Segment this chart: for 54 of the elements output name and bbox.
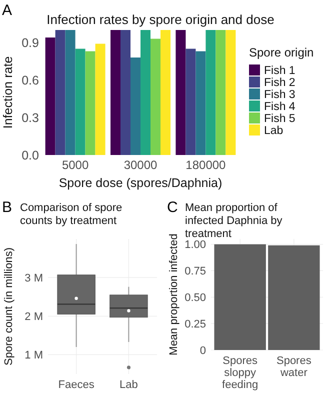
bar bbox=[120, 30, 130, 155]
x-tick-label: Spores sloppy feeding bbox=[222, 355, 258, 391]
bar bbox=[196, 51, 206, 155]
x-tick-label: 30000 bbox=[124, 158, 158, 172]
bar bbox=[226, 30, 236, 155]
legend-label: Fish 5 bbox=[264, 113, 296, 125]
y-tick-label: 0.9 bbox=[22, 36, 40, 50]
bar bbox=[95, 44, 106, 155]
y-tick-label: 0.3 bbox=[22, 110, 40, 125]
y-axis-title: Mean proportion infected bbox=[168, 234, 180, 356]
chart-title: Infection rates by spore origin and dose bbox=[46, 12, 274, 27]
y-tick-label: 0.0 bbox=[22, 148, 40, 162]
bar bbox=[85, 51, 96, 155]
x-tick-label: Spores water bbox=[276, 355, 312, 379]
y-tick-label: 1.00 bbox=[184, 239, 206, 252]
bar bbox=[176, 30, 186, 155]
text: B bbox=[2, 199, 12, 216]
y-tick-label: 1 M bbox=[24, 350, 43, 362]
chart-title: Mean proportion of infected Daphnia by treatment bbox=[185, 202, 283, 240]
legend-label: Lab bbox=[264, 125, 284, 137]
y-tick-label: 2 M bbox=[24, 310, 43, 323]
y-axis-title: Infection rate bbox=[1, 56, 15, 129]
y-axis-title: Spore count (in millions) bbox=[3, 248, 15, 366]
bar bbox=[45, 38, 56, 155]
bar bbox=[75, 48, 86, 155]
legend-label: Fish 3 bbox=[264, 89, 296, 101]
y-tick-label: 0 bbox=[200, 344, 206, 357]
bar bbox=[130, 58, 140, 155]
bar bbox=[160, 30, 170, 155]
y-tick-label: 0.75 bbox=[184, 266, 206, 278]
bar bbox=[140, 30, 150, 155]
chart-title: Comparison of spore counts by treatment bbox=[20, 202, 122, 227]
bar bbox=[150, 38, 160, 155]
bar bbox=[206, 30, 216, 155]
text: C bbox=[167, 199, 178, 216]
x-tick-label: 180000 bbox=[186, 158, 226, 172]
bar bbox=[55, 30, 66, 155]
y-tick-label: 0.25 bbox=[184, 318, 206, 330]
bar bbox=[110, 30, 121, 155]
text: A bbox=[2, 2, 12, 19]
y-tick-label: 3 M bbox=[24, 272, 43, 284]
legend-label: Fish 4 bbox=[264, 101, 296, 113]
x-tick-label: 5000 bbox=[62, 158, 89, 172]
legend-label: Fish 2 bbox=[264, 77, 296, 89]
x-tick-label: Faeces bbox=[58, 379, 95, 391]
legend-title: Spore origin bbox=[249, 46, 314, 60]
y-tick-label: 0.6 bbox=[22, 73, 40, 88]
x-axis-title: Spore dose (spores/Daphnia) bbox=[58, 176, 222, 190]
x-tick-label: Lab bbox=[120, 379, 138, 391]
y-tick-label: 0.50 bbox=[184, 292, 206, 304]
bar bbox=[216, 30, 226, 155]
bar bbox=[186, 48, 196, 155]
bar bbox=[65, 30, 76, 155]
legend-label: Fish 1 bbox=[264, 65, 296, 77]
